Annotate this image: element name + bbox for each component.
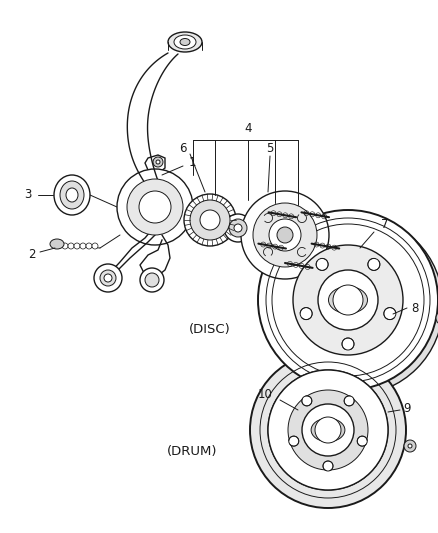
Text: 3: 3 bbox=[25, 189, 32, 201]
Text: 4: 4 bbox=[244, 122, 252, 134]
Text: 2: 2 bbox=[28, 248, 36, 262]
Text: 1: 1 bbox=[188, 156, 196, 168]
Circle shape bbox=[268, 370, 388, 490]
Circle shape bbox=[234, 224, 242, 232]
Circle shape bbox=[74, 243, 80, 249]
Circle shape bbox=[100, 270, 116, 286]
Circle shape bbox=[80, 243, 86, 249]
Text: (DRUM): (DRUM) bbox=[167, 446, 217, 458]
Circle shape bbox=[258, 210, 438, 390]
Text: 7: 7 bbox=[381, 219, 389, 231]
Circle shape bbox=[139, 191, 171, 223]
Circle shape bbox=[316, 259, 328, 270]
Text: (DISC): (DISC) bbox=[189, 324, 231, 336]
Circle shape bbox=[200, 210, 220, 230]
Circle shape bbox=[62, 243, 68, 249]
Ellipse shape bbox=[180, 38, 190, 45]
Circle shape bbox=[190, 200, 230, 240]
Circle shape bbox=[344, 396, 354, 406]
Circle shape bbox=[104, 274, 112, 282]
Circle shape bbox=[117, 169, 193, 245]
Circle shape bbox=[156, 160, 160, 164]
Circle shape bbox=[384, 308, 396, 320]
Circle shape bbox=[302, 404, 354, 456]
Circle shape bbox=[404, 440, 416, 452]
Circle shape bbox=[436, 311, 438, 325]
Circle shape bbox=[184, 194, 236, 246]
Circle shape bbox=[92, 243, 98, 249]
Circle shape bbox=[127, 179, 183, 235]
Ellipse shape bbox=[54, 175, 90, 215]
Circle shape bbox=[333, 285, 363, 315]
Circle shape bbox=[229, 219, 247, 237]
Ellipse shape bbox=[168, 32, 202, 52]
Circle shape bbox=[315, 417, 341, 443]
Circle shape bbox=[68, 243, 74, 249]
Text: 10: 10 bbox=[258, 389, 272, 401]
Ellipse shape bbox=[60, 181, 84, 209]
Circle shape bbox=[342, 338, 354, 350]
Circle shape bbox=[289, 436, 299, 446]
Circle shape bbox=[357, 436, 367, 446]
Circle shape bbox=[86, 243, 92, 249]
Ellipse shape bbox=[50, 239, 64, 249]
Circle shape bbox=[145, 273, 159, 287]
Circle shape bbox=[94, 264, 122, 292]
Circle shape bbox=[408, 444, 412, 448]
Circle shape bbox=[241, 191, 329, 279]
Circle shape bbox=[269, 219, 301, 251]
Polygon shape bbox=[145, 155, 165, 172]
Circle shape bbox=[250, 352, 406, 508]
Circle shape bbox=[368, 259, 380, 270]
Circle shape bbox=[268, 370, 388, 490]
Circle shape bbox=[253, 203, 317, 267]
Text: 9: 9 bbox=[403, 401, 411, 415]
Circle shape bbox=[302, 396, 312, 406]
Ellipse shape bbox=[174, 35, 196, 49]
Circle shape bbox=[263, 215, 438, 395]
Circle shape bbox=[318, 270, 378, 330]
Ellipse shape bbox=[328, 287, 367, 313]
Circle shape bbox=[300, 308, 312, 320]
Ellipse shape bbox=[311, 418, 345, 442]
Text: 5: 5 bbox=[266, 141, 274, 155]
Circle shape bbox=[288, 390, 368, 470]
Circle shape bbox=[277, 227, 293, 243]
Text: 8: 8 bbox=[411, 302, 419, 314]
Circle shape bbox=[293, 245, 403, 355]
Circle shape bbox=[323, 461, 333, 471]
Circle shape bbox=[224, 214, 252, 242]
Text: 6: 6 bbox=[179, 141, 187, 155]
Ellipse shape bbox=[66, 188, 78, 202]
Circle shape bbox=[140, 268, 164, 292]
Circle shape bbox=[153, 157, 163, 167]
